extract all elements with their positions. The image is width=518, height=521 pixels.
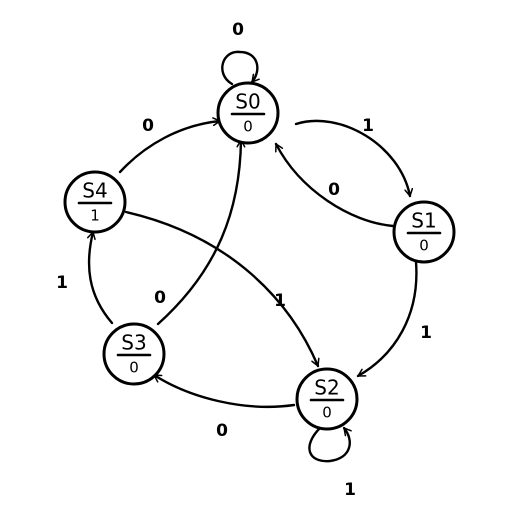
- edge-s4-s0: [118, 117, 222, 174]
- transitions: [87, 50, 418, 463]
- edge-s3-s0: [156, 138, 246, 326]
- label-s4-s2: 1: [274, 291, 286, 311]
- label-s3-s4: 1: [56, 273, 68, 293]
- state-name: S2: [314, 376, 339, 400]
- state-name: S0: [235, 90, 260, 114]
- edge-s1-s2: [356, 260, 418, 378]
- label-s1-s2: 1: [420, 323, 432, 343]
- state-output: 1: [90, 207, 100, 225]
- state-output: 0: [322, 404, 332, 422]
- edge-s0-s1: [294, 119, 414, 198]
- label-s1-s0: 0: [328, 180, 340, 200]
- state-output: 0: [243, 118, 253, 136]
- edge-s1-s0: [274, 142, 395, 228]
- edge-s4-s2: [124, 210, 320, 368]
- transition-labels: 0 1 0 1 1 0 0 1 0 1: [56, 20, 432, 500]
- label-s0-s1: 1: [362, 116, 374, 136]
- state-s3: S3 0: [102, 322, 166, 386]
- state-s2: S2 0: [295, 367, 359, 431]
- state-s0: S0 0: [216, 81, 280, 145]
- label-s3-s0: 0: [154, 288, 166, 308]
- label-s4-s0: 0: [142, 116, 154, 136]
- edge-s2-s2: [308, 426, 352, 463]
- label-s2-s2: 1: [344, 480, 356, 500]
- state-output: 0: [419, 237, 429, 255]
- state-name: S4: [82, 179, 107, 203]
- state-name: S1: [411, 209, 436, 233]
- label-s0-s0: 0: [232, 20, 244, 40]
- label-s2-s3: 0: [216, 421, 228, 441]
- edge-s0-s0: [221, 50, 260, 86]
- state-output: 0: [129, 359, 139, 377]
- edge-s2-s3: [152, 373, 296, 408]
- state-s4: S4 1: [63, 170, 127, 234]
- state-name: S3: [121, 331, 146, 355]
- state-s1: S1 0: [392, 200, 456, 264]
- edge-s3-s4: [87, 230, 114, 325]
